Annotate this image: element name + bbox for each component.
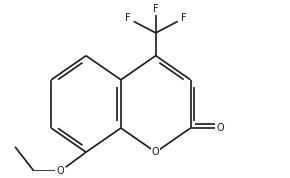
Text: O: O	[152, 147, 160, 157]
Text: F: F	[125, 13, 130, 23]
Text: O: O	[57, 166, 64, 176]
Text: F: F	[153, 4, 159, 14]
Text: O: O	[216, 123, 224, 133]
Text: F: F	[181, 13, 187, 23]
